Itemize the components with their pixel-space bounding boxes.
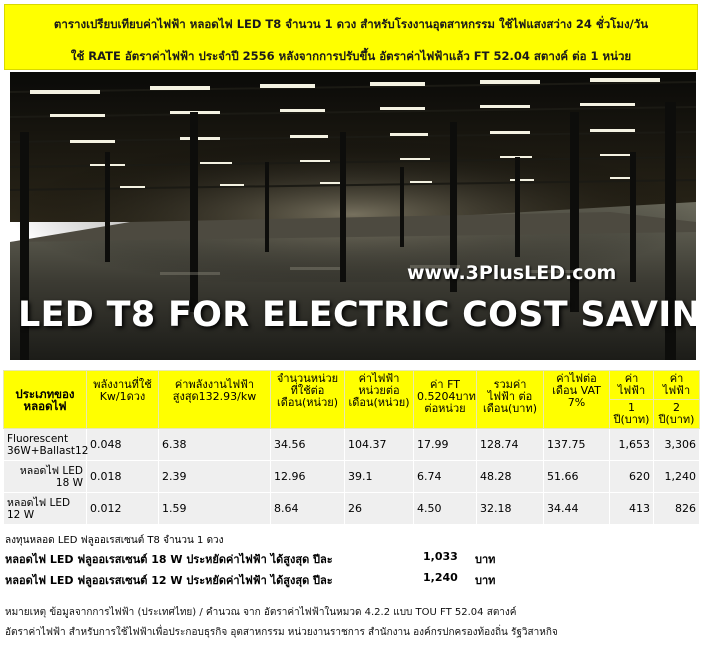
table-subheader-row: 1 ปี(บาท) 2 ปี(บาท): [4, 399, 700, 429]
col-header-ft: ค่า FT 0.5204บาทต่อหน่วย: [413, 370, 477, 429]
comparison-table: ประเภทของหลอดไฟ พลังงานที่ใช้ Kw/1ดวง ค่…: [3, 370, 700, 525]
cell-year2: 1,240: [653, 460, 700, 493]
cell-ft: 4.50: [413, 492, 477, 525]
table-row: หลอดไฟ LED 12 W 0.012 1.59 8.64 26 4.50 …: [3, 492, 700, 525]
cell-units: 8.64: [270, 492, 345, 525]
cell-vat: 34.44: [543, 492, 610, 525]
cell-year2: 3,306: [653, 428, 700, 461]
table-row: หลอดไฟ LED 18 W 0.018 2.39 12.96 39.1 6.…: [3, 460, 700, 493]
saving-amount: 1,033: [423, 550, 458, 563]
cell-energy: 104.37: [344, 428, 414, 461]
cell-energy: 26: [344, 492, 414, 525]
cell-demand: 2.39: [158, 460, 271, 493]
cell-demand: 1.59: [158, 492, 271, 525]
header-line-1: ตารางเปรียบเทียบค่าไฟฟ้า หลอดไฟ LED T8 จ…: [53, 17, 649, 31]
col-header-year2-top: ค่าไฟฟ้า: [653, 370, 700, 400]
cell-vat: 51.66: [543, 460, 610, 493]
cell-year1: 620: [609, 460, 654, 493]
footer-note-2: อัตราค่าไฟฟ้า สำหรับการใช้ไฟฟ้าเพื่อประก…: [5, 627, 558, 638]
saving-text: หลอดไฟ LED ฟลูออเรสเซนต์ 18 W ประหยัดค่า…: [5, 553, 333, 566]
cell-year1: 1,653: [609, 428, 654, 461]
cell-vat: 137.75: [543, 428, 610, 461]
col-header-demand: ค่าพลังงานไฟฟ้า สูงสุด132.93/kw: [158, 370, 271, 429]
investment-note: ลงทุนหลอด LED ฟลูออเรสเซนต์ T8 จำนวน 1 ด…: [5, 535, 224, 546]
cell-total: 32.18: [476, 492, 544, 525]
saving-line-12w: หลอดไฟ LED ฟลูออเรสเซนต์ 12 W ประหยัดค่า…: [5, 571, 495, 589]
cell-year2: 826: [653, 492, 700, 525]
table-header-row: ประเภทของหลอดไฟ พลังงานที่ใช้ Kw/1ดวง ค่…: [3, 370, 700, 429]
col-header-type: ประเภทของหลอดไฟ: [3, 370, 87, 429]
cell-kw: 0.012: [86, 492, 159, 525]
warehouse-illustration: [10, 72, 696, 360]
saving-amount: 1,240: [423, 571, 458, 584]
cell-ft: 17.99: [413, 428, 477, 461]
col-header-total: รวมค่าไฟฟ้า ต่อเดือน(บาท): [476, 370, 544, 429]
slogan-text: LED T8 FOR ELECTRIC COST SAVING.: [18, 295, 696, 335]
cell-name: หลอดไฟ LED 12 W: [3, 492, 87, 525]
col-header-year2: 2 ปี(บาท): [653, 399, 700, 429]
cell-units: 34.56: [270, 428, 345, 461]
saving-unit: บาท: [475, 574, 496, 587]
col-header-units: จำนวนหน่วย ที่ใช้ต่อเดือน(หน่วย): [270, 370, 345, 429]
cell-energy: 39.1: [344, 460, 414, 493]
footer-note-1: หมายเหตุ ข้อมูลจากการไฟฟ้า (ประเทศไทย) /…: [5, 607, 517, 618]
header-line-2: ใช้ RATE อัตราค่าไฟฟ้า ประจำปี 2556 หลัง…: [70, 49, 632, 63]
col-header-vat: ค่าไฟต่อเดือน VAT 7%: [543, 370, 610, 429]
saving-unit: บาท: [475, 553, 496, 566]
header-banner: ตารางเปรียบเทียบค่าไฟฟ้า หลอดไฟ LED T8 จ…: [4, 4, 698, 70]
col-header-year1: 1 ปี(บาท): [609, 399, 654, 429]
table-row: Fluorescent 36W+Ballast12 0.048 6.38 34.…: [3, 428, 700, 461]
cell-demand: 6.38: [158, 428, 271, 461]
website-label: www.3PlusLED.com: [407, 262, 617, 284]
cell-units: 12.96: [270, 460, 345, 493]
cell-ft: 6.74: [413, 460, 477, 493]
col-header-kw: พลังงานที่ใช้ Kw/1ดวง: [86, 370, 159, 429]
cell-kw: 0.048: [86, 428, 159, 461]
cell-name: Fluorescent 36W+Ballast12: [3, 428, 88, 461]
warehouse-photo: www.3PlusLED.com LED T8 FOR ELECTRIC COS…: [10, 72, 696, 360]
cell-total: 128.74: [476, 428, 544, 461]
col-header-energy: ค่าไฟฟ้า หน่วยต่อเดือน(หน่วย): [344, 370, 414, 429]
cell-year1: 413: [609, 492, 654, 525]
cell-total: 48.28: [476, 460, 544, 493]
cell-name: หลอดไฟ LED 18 W: [3, 460, 87, 493]
saving-text: หลอดไฟ LED ฟลูออเรสเซนต์ 12 W ประหยัดค่า…: [5, 574, 333, 587]
cell-kw: 0.018: [86, 460, 159, 493]
col-header-year1-top: ค่าไฟฟ้า: [609, 370, 654, 400]
saving-line-18w: หลอดไฟ LED ฟลูออเรสเซนต์ 18 W ประหยัดค่า…: [5, 550, 495, 568]
